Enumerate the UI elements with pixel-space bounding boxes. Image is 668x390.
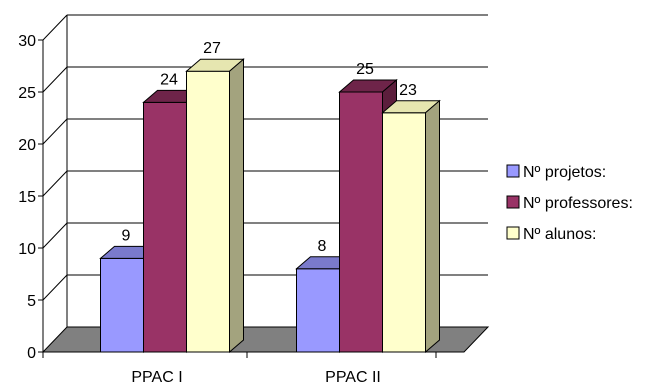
data-labels-layer: 9 24 27 8 25 23 [122, 40, 417, 255]
gridline-wall [42, 14, 68, 41]
data-label: 23 [399, 82, 417, 99]
bars-layer [99, 58, 441, 354]
legend-swatch [506, 164, 520, 178]
bar-front [186, 70, 230, 353]
gridline-wall [42, 170, 68, 197]
gridline-wall [42, 66, 68, 93]
bar [381, 99, 441, 354]
legend-label: Nº professores: [523, 195, 633, 212]
grid-layer [42, 14, 488, 301]
bar-front [296, 268, 340, 353]
data-label: 8 [318, 238, 327, 255]
gridline-wall [42, 222, 68, 249]
x-tick-label: PPAC II [325, 369, 381, 385]
y-tick-label: 5 [27, 293, 36, 310]
gridline-wall [42, 274, 68, 301]
legend-label: Nº projetos: [523, 164, 606, 181]
y-tick-label: 15 [18, 189, 36, 206]
bar-front [382, 112, 426, 353]
bar-front [100, 257, 144, 353]
y-tick-label: 20 [18, 137, 36, 154]
legend-swatch [506, 226, 520, 240]
data-label: 9 [122, 227, 131, 244]
x-tick-label: PPAC I [131, 369, 182, 385]
y-tick-label: 10 [18, 241, 36, 258]
data-label: 27 [203, 40, 221, 57]
data-label: 24 [160, 71, 178, 88]
y-tick-label: 0 [27, 345, 36, 362]
y-tick-label: 25 [18, 85, 36, 102]
bar-front [339, 91, 383, 353]
legend-swatch [506, 195, 520, 209]
y-tick-label: 30 [18, 33, 36, 50]
legend: Nº projetos: Nº professores: Nº alunos: [506, 164, 633, 243]
bar-front [143, 101, 187, 353]
bar [185, 58, 245, 354]
data-label: 25 [356, 61, 374, 78]
legend-item: Nº alunos: [506, 226, 596, 243]
gridline-wall [42, 118, 68, 145]
bar-side [425, 99, 440, 354]
bar-side [229, 58, 244, 354]
legend-item: Nº professores: [506, 195, 633, 212]
legend-label: Nº alunos: [523, 226, 596, 243]
legend-item: Nº projetos: [506, 164, 606, 181]
